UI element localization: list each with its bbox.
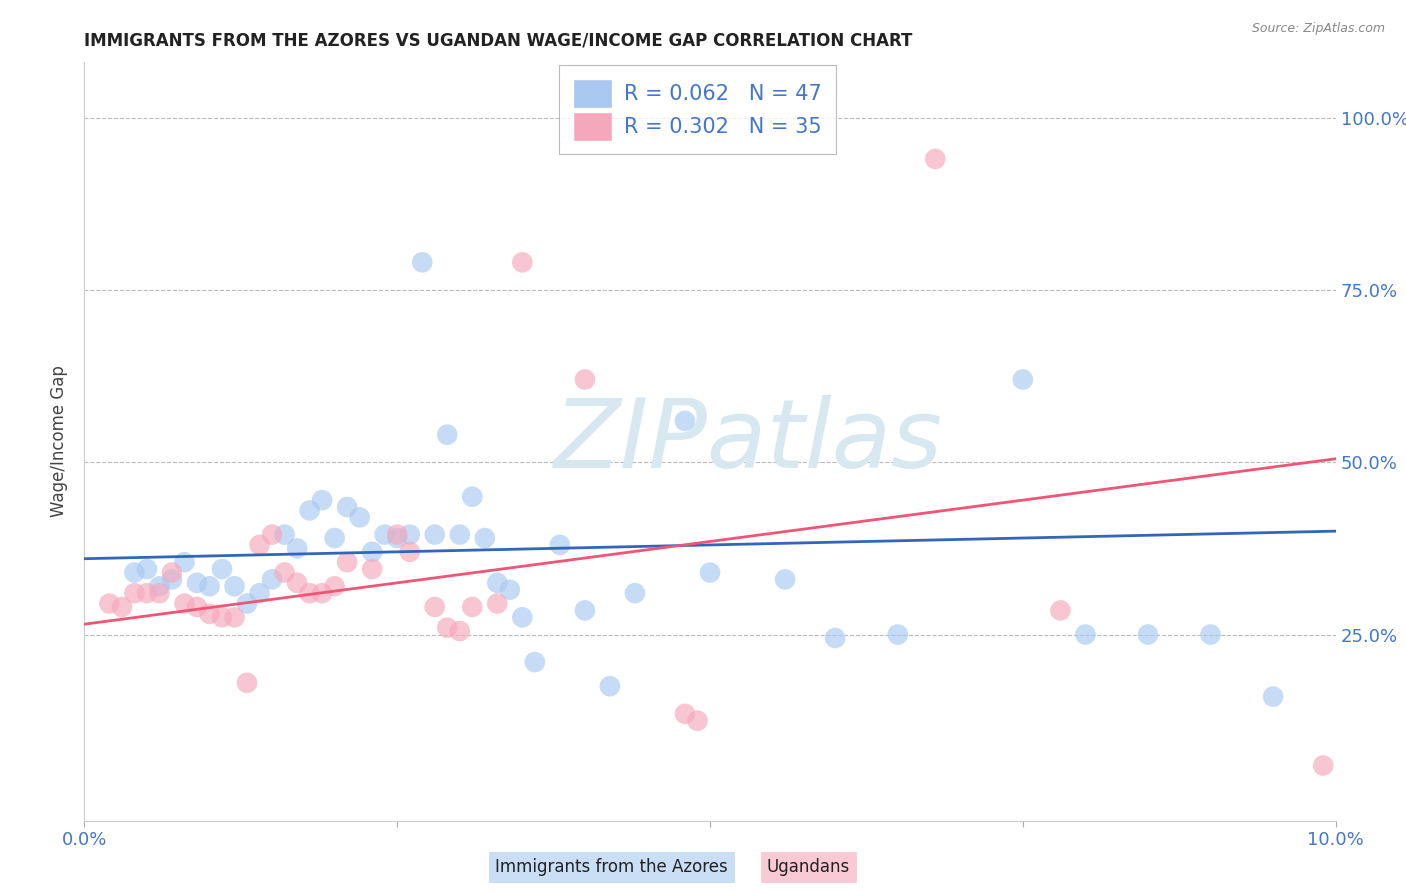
Point	[136, 562, 159, 576]
Point	[311, 586, 333, 600]
Point	[548, 538, 571, 552]
Point	[262, 527, 284, 541]
Point	[474, 531, 496, 545]
Point	[211, 562, 233, 576]
Point	[311, 493, 333, 508]
Point	[285, 575, 308, 590]
Point	[1199, 627, 1222, 641]
Point	[186, 575, 208, 590]
Point	[273, 566, 295, 580]
Point	[173, 597, 195, 611]
Point	[160, 566, 183, 580]
Point	[1263, 690, 1285, 704]
Point	[336, 555, 359, 569]
Point	[173, 555, 195, 569]
Point	[385, 527, 409, 541]
Point	[686, 714, 709, 728]
Point	[461, 599, 484, 614]
Point	[361, 545, 384, 559]
Point	[673, 706, 696, 721]
Point	[148, 586, 170, 600]
Point	[887, 627, 910, 641]
Text: IMMIGRANTS FROM THE AZORES VS UGANDAN WAGE/INCOME GAP CORRELATION CHART: IMMIGRANTS FROM THE AZORES VS UGANDAN WA…	[84, 32, 912, 50]
Point	[486, 575, 509, 590]
Point	[449, 624, 471, 639]
Point	[599, 679, 621, 693]
Point	[298, 586, 321, 600]
Point	[499, 582, 522, 597]
Point	[124, 586, 146, 600]
Point	[449, 527, 471, 541]
Point	[398, 545, 420, 559]
Point	[298, 503, 321, 517]
Point	[1012, 372, 1035, 386]
Point	[323, 531, 346, 545]
Point	[411, 255, 433, 269]
Point	[624, 586, 647, 600]
Point	[285, 541, 308, 556]
Point	[198, 607, 221, 621]
Point	[136, 586, 159, 600]
Point	[1074, 627, 1097, 641]
Point	[1312, 758, 1334, 772]
Point	[1049, 603, 1071, 617]
Point	[924, 152, 946, 166]
Point	[673, 414, 696, 428]
Text: ZIPatlas: ZIPatlas	[553, 395, 942, 488]
Legend: R = 0.062   N = 47, R = 0.302   N = 35: R = 0.062 N = 47, R = 0.302 N = 35	[560, 65, 837, 154]
Point	[148, 579, 170, 593]
Point	[699, 566, 721, 580]
Point	[236, 597, 259, 611]
Point	[249, 538, 271, 552]
Point	[461, 490, 484, 504]
Point	[111, 599, 134, 614]
Point	[574, 603, 596, 617]
Point	[574, 372, 596, 386]
Point	[1136, 627, 1159, 641]
Point	[124, 566, 146, 580]
Point	[385, 531, 409, 545]
Text: Source: ZipAtlas.com: Source: ZipAtlas.com	[1251, 22, 1385, 36]
Point	[523, 655, 546, 669]
Text: Ugandans: Ugandans	[766, 858, 851, 876]
Point	[773, 573, 796, 587]
Point	[262, 573, 284, 587]
Point	[436, 621, 458, 635]
Point	[160, 573, 183, 587]
Point	[436, 427, 458, 442]
Point	[423, 599, 446, 614]
Point	[512, 255, 534, 269]
Point	[349, 510, 371, 524]
Point	[98, 597, 121, 611]
Point	[423, 527, 446, 541]
Point	[236, 675, 259, 690]
Point	[398, 527, 420, 541]
Point	[336, 500, 359, 514]
Point	[198, 579, 221, 593]
Point	[824, 631, 846, 645]
Point	[211, 610, 233, 624]
Point	[512, 610, 534, 624]
Point	[224, 579, 246, 593]
Point	[361, 562, 384, 576]
Point	[186, 599, 208, 614]
Point	[249, 586, 271, 600]
Text: Immigrants from the Azores: Immigrants from the Azores	[495, 858, 728, 876]
Point	[374, 527, 396, 541]
Point	[273, 527, 295, 541]
Point	[323, 579, 346, 593]
Point	[486, 597, 509, 611]
Point	[224, 610, 246, 624]
Y-axis label: Wage/Income Gap: Wage/Income Gap	[51, 366, 69, 517]
